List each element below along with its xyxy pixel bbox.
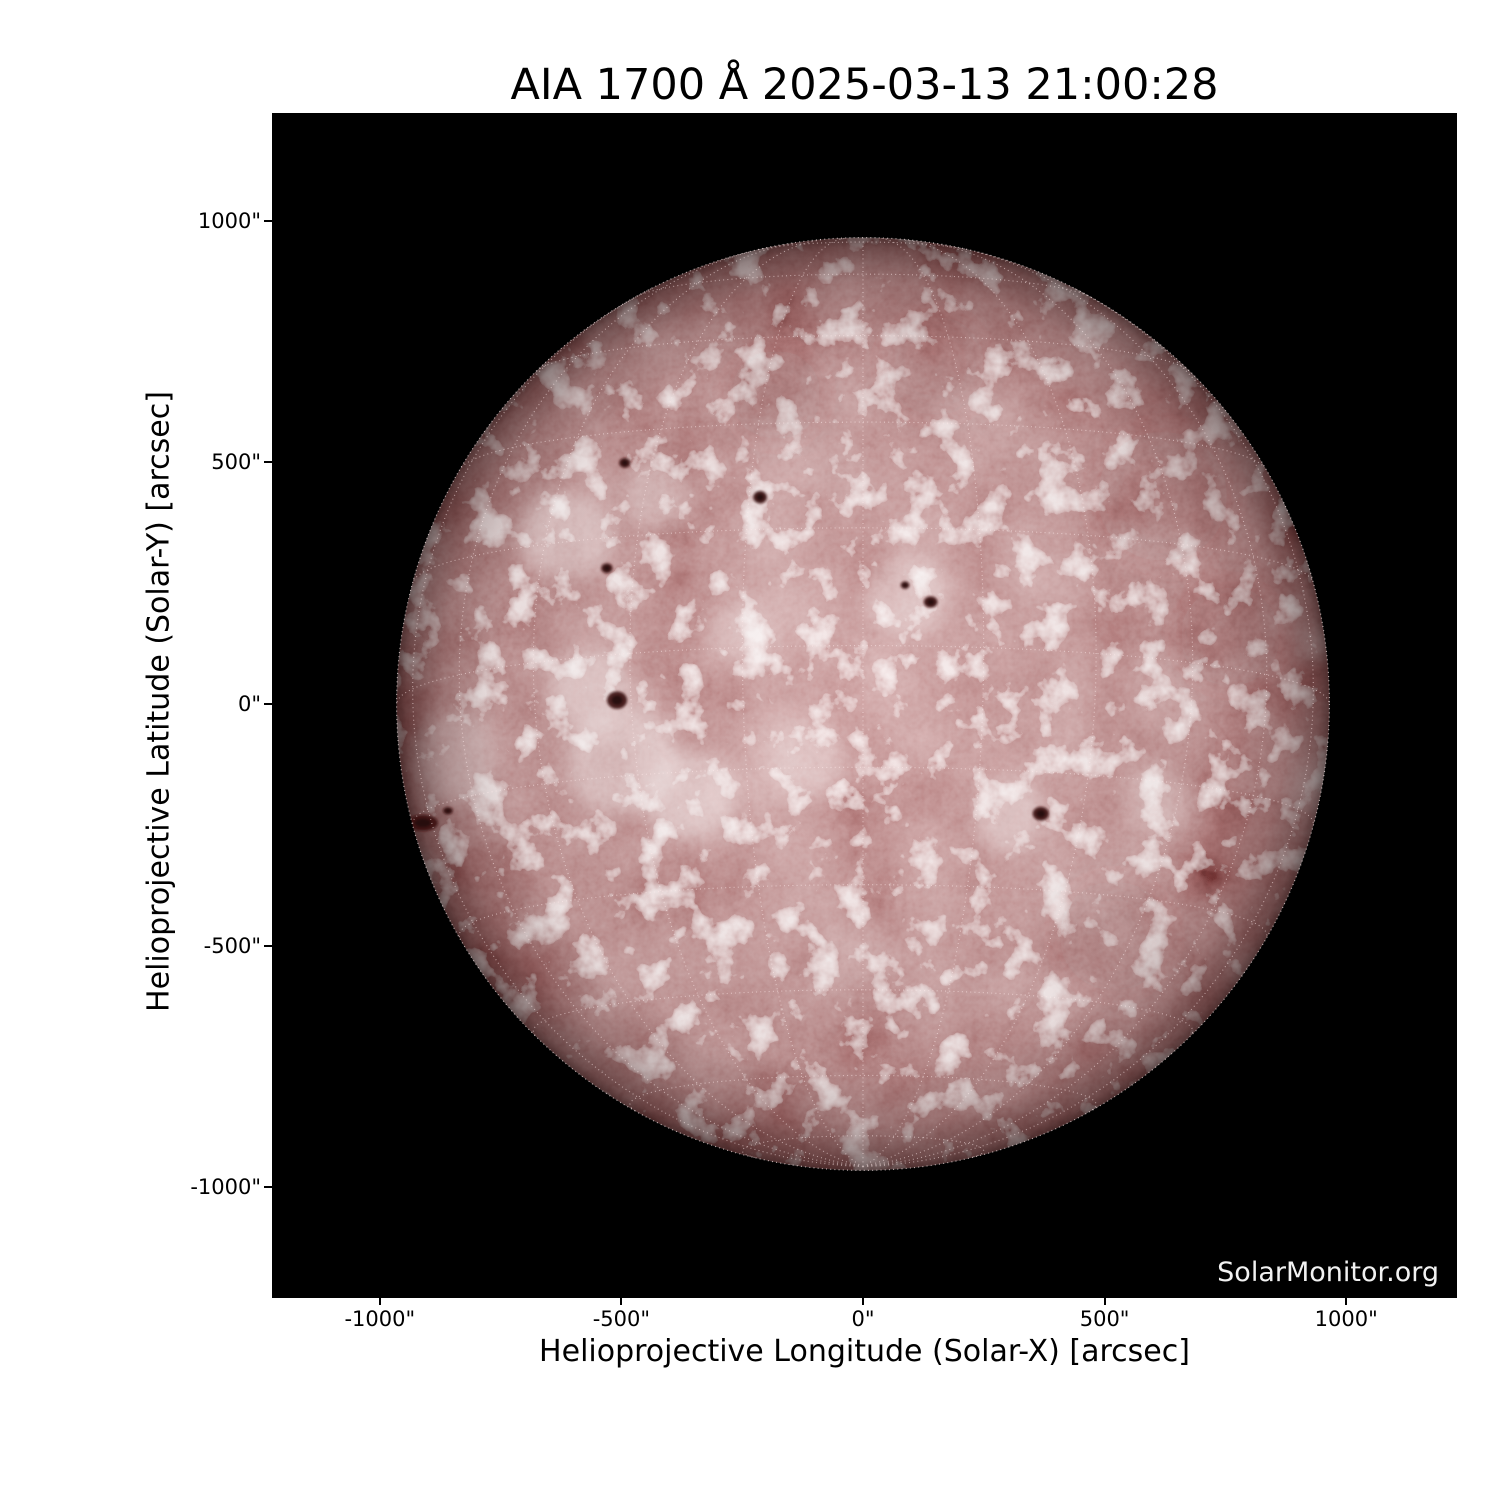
x-tick-label: 1000" bbox=[1314, 1307, 1378, 1331]
sunspot-umbra bbox=[926, 599, 935, 606]
y-tick-mark bbox=[264, 1186, 272, 1189]
grid-parallel bbox=[741, 1135, 985, 1159]
sunspot-umbra bbox=[756, 493, 764, 501]
x-tick-mark bbox=[1345, 1298, 1348, 1305]
solar-disk-image bbox=[396, 237, 1330, 1171]
watermark: SolarMonitor.org bbox=[1217, 1257, 1439, 1288]
sunspots-layer bbox=[407, 457, 1049, 832]
chart-title: AIA 1700 Å 2025-03-13 21:00:28 bbox=[510, 60, 1219, 110]
sunspot-umbra bbox=[611, 695, 623, 705]
y-tick-label: -1000" bbox=[190, 1175, 261, 1200]
x-tick-label: -1000" bbox=[344, 1307, 416, 1331]
sunspot-umbra bbox=[603, 565, 610, 571]
y-tick-label: 0" bbox=[237, 692, 261, 716]
sunspot-umbra bbox=[621, 460, 628, 466]
y-tick-label: -500" bbox=[203, 933, 261, 958]
y-tick-label: 500" bbox=[211, 450, 261, 475]
grid-meridian bbox=[862, 239, 1097, 1168]
x-tick-mark bbox=[620, 1298, 623, 1305]
x-tick-mark bbox=[1103, 1298, 1106, 1305]
x-tick-label: 0" bbox=[851, 1307, 875, 1331]
grid-meridian bbox=[862, 237, 985, 1168]
grid-parallel bbox=[413, 527, 1313, 581]
y-tick-mark bbox=[264, 703, 272, 705]
grid-meridian bbox=[629, 239, 864, 1168]
y-tick-label: 1000" bbox=[197, 208, 261, 233]
sunspot-umbra bbox=[414, 818, 431, 828]
y-tick-mark bbox=[264, 219, 272, 222]
grid-parallel bbox=[396, 645, 1330, 703]
sunspot-umbra bbox=[1036, 809, 1046, 818]
grid-meridian bbox=[741, 237, 864, 1168]
grid-parallel bbox=[461, 421, 1265, 468]
grid-parallel bbox=[458, 884, 1268, 938]
plot-area: SolarMonitor.org bbox=[272, 113, 1457, 1298]
x-tick-mark bbox=[378, 1298, 381, 1305]
y-tick-mark bbox=[264, 461, 272, 464]
x-tick-label: 500" bbox=[1079, 1307, 1130, 1331]
grid-meridian bbox=[862, 287, 1314, 1168]
x-axis-label: Helioprojective Longitude (Solar-X) [arc… bbox=[539, 1334, 1190, 1369]
y-tick-mark bbox=[264, 944, 272, 947]
sunspot-umbra bbox=[902, 583, 908, 588]
sunspot-umbra bbox=[445, 808, 451, 813]
x-tick-mark bbox=[862, 1298, 864, 1305]
grid-meridian bbox=[412, 287, 864, 1168]
heliographic-grid bbox=[396, 237, 1330, 1168]
x-tick-label: -500" bbox=[592, 1307, 651, 1331]
solar-limb-circle bbox=[396, 237, 1330, 1171]
